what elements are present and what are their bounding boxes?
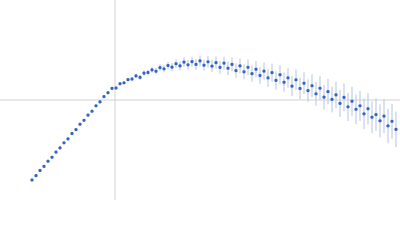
- point: [214, 61, 218, 65]
- point: [134, 74, 138, 78]
- point: [394, 127, 398, 131]
- point: [178, 64, 182, 68]
- point: [46, 159, 50, 163]
- point: [322, 95, 326, 99]
- page: (() => { const data = JSON.parse(documen…: [0, 0, 400, 200]
- point: [166, 63, 170, 68]
- point: [342, 95, 346, 99]
- chart: [0, 0, 400, 200]
- point: [242, 70, 246, 74]
- point: [150, 68, 154, 72]
- point: [94, 104, 98, 108]
- point: [190, 60, 194, 64]
- point: [258, 73, 262, 78]
- point: [310, 84, 314, 88]
- point: [130, 77, 134, 81]
- point: [234, 69, 238, 73]
- point: [210, 64, 214, 68]
- point: [362, 112, 366, 116]
- point: [186, 63, 190, 67]
- point: [346, 105, 350, 109]
- point: [154, 69, 158, 73]
- point: [354, 107, 358, 111]
- point: [314, 92, 318, 96]
- point: [38, 168, 42, 173]
- point: [250, 72, 254, 76]
- point: [306, 89, 310, 93]
- point: [126, 78, 130, 82]
- point: [270, 71, 274, 75]
- point: [254, 67, 258, 71]
- point: [278, 73, 282, 77]
- point: [30, 178, 34, 182]
- point: [202, 63, 206, 67]
- point: [122, 81, 126, 85]
- point: [198, 59, 202, 63]
- point: [298, 86, 302, 91]
- point: [118, 82, 122, 86]
- point: [82, 118, 86, 122]
- point: [330, 97, 334, 101]
- point: [226, 66, 230, 70]
- point: [206, 60, 210, 64]
- point: [42, 164, 46, 168]
- point: [302, 81, 306, 85]
- point: [50, 155, 54, 159]
- point: [274, 78, 278, 82]
- point: [138, 75, 142, 79]
- point: [146, 70, 150, 75]
- point: [390, 119, 394, 123]
- point: [194, 62, 198, 66]
- point: [238, 64, 242, 68]
- point: [230, 62, 234, 66]
- point: [34, 174, 38, 178]
- point: [54, 150, 58, 154]
- point: [106, 91, 110, 95]
- point: [158, 66, 162, 70]
- point: [386, 124, 390, 128]
- point: [58, 146, 62, 150]
- point: [110, 86, 114, 90]
- point: [290, 84, 294, 88]
- point: [378, 119, 382, 123]
- point: [266, 76, 270, 80]
- point: [350, 99, 354, 103]
- point: [62, 141, 66, 145]
- point: [182, 60, 186, 64]
- point: [374, 113, 378, 117]
- point: [102, 95, 106, 99]
- point: [286, 76, 290, 80]
- point: [294, 78, 298, 82]
- point: [74, 128, 78, 132]
- point: [86, 113, 90, 117]
- point: [114, 86, 118, 90]
- point: [318, 86, 322, 90]
- point: [90, 109, 94, 113]
- point: [170, 65, 174, 69]
- point: [218, 65, 222, 69]
- point: [358, 104, 362, 108]
- point: [366, 107, 370, 111]
- point: [222, 61, 226, 65]
- point: [142, 71, 146, 75]
- point: [326, 90, 330, 94]
- point: [338, 101, 342, 105]
- point: [246, 65, 250, 69]
- point: [382, 114, 386, 118]
- point: [66, 137, 70, 141]
- point: [98, 100, 102, 104]
- point: [334, 93, 338, 97]
- point: [174, 62, 178, 66]
- point: [70, 131, 74, 136]
- point: [78, 122, 82, 126]
- point: [162, 67, 166, 71]
- point: [262, 69, 266, 73]
- point: [282, 80, 286, 84]
- point: [370, 115, 374, 119]
